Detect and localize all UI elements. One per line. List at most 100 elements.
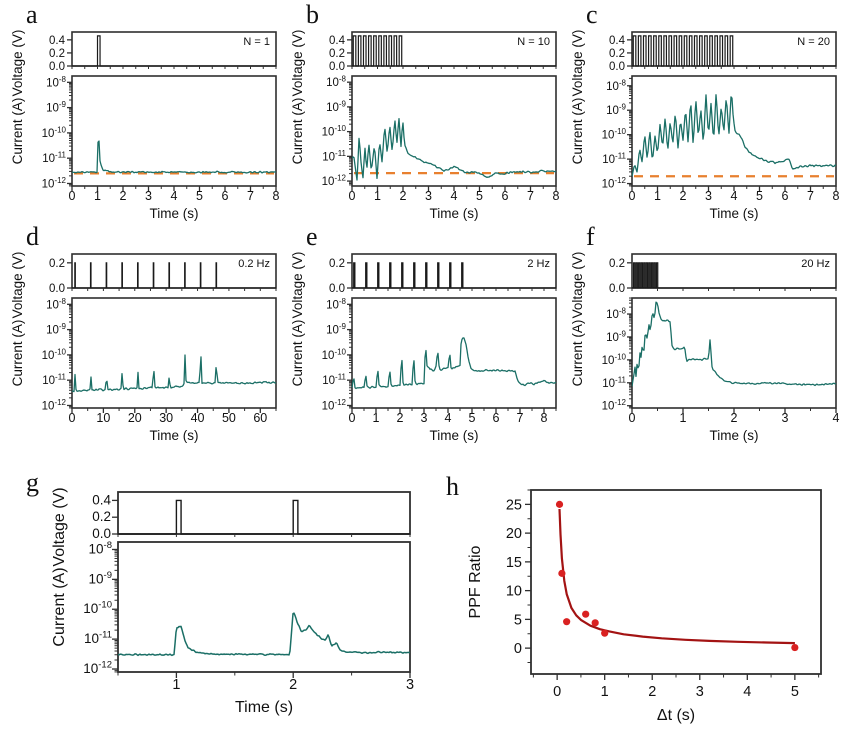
svg-text:10-11: 10-11 bbox=[42, 373, 66, 388]
svg-text:10-8: 10-8 bbox=[46, 75, 66, 90]
panel-c: c 0.0 0.2 0.4 N = 20 10-8 10-9 10-10 10-11 10-12… bbox=[570, 2, 842, 228]
svg-text:Time (s): Time (s) bbox=[235, 699, 293, 716]
svg-text:4: 4 bbox=[743, 684, 751, 700]
svg-text:Voltage (V): Voltage (V) bbox=[570, 30, 585, 97]
svg-text:10-10: 10-10 bbox=[42, 125, 67, 140]
svg-text:Current (A): Current (A) bbox=[290, 320, 305, 387]
panel-h-svg: 0 1 2 3 4 5 0 5 10 15 20 25 Δt (s) PPF Ratio bbox=[467, 489, 822, 724]
svg-text:10: 10 bbox=[96, 411, 110, 425]
svg-text:10-11: 10-11 bbox=[84, 630, 112, 647]
svg-text:10-9: 10-9 bbox=[326, 99, 346, 114]
panel-b-chart: 0.0 0.2 0.4 N = 10 10-8 10-9 10-10 10-11 10-12 0 1… bbox=[290, 6, 562, 233]
panel-b-svg: 0.00.20.4 N = 10 10-8 10-9 10-10 10-11 10-120 1… bbox=[290, 30, 560, 221]
svg-text:Voltage (V): Voltage (V) bbox=[290, 252, 305, 319]
svg-text:8: 8 bbox=[833, 189, 840, 203]
svg-text:4: 4 bbox=[445, 411, 452, 425]
svg-text:2: 2 bbox=[400, 189, 407, 203]
svg-text:7: 7 bbox=[517, 411, 524, 425]
panel-b-letter: b bbox=[306, 0, 319, 29]
svg-text:7: 7 bbox=[527, 189, 534, 203]
svg-text:10-8: 10-8 bbox=[606, 78, 626, 93]
svg-text:0.2: 0.2 bbox=[609, 48, 625, 60]
svg-text:5: 5 bbox=[514, 612, 522, 628]
svg-text:N = 20: N = 20 bbox=[797, 36, 830, 48]
panel-g-svg: 0.0 0.2 0.4 10-8 10-9 10-10 10-11 10-12 1 2 3 Time … bbox=[51, 487, 414, 716]
svg-text:0.0: 0.0 bbox=[329, 283, 345, 295]
svg-text:PPF Ratio: PPF Ratio bbox=[467, 545, 484, 618]
svg-text:3: 3 bbox=[705, 189, 712, 203]
svg-text:Current (A): Current (A) bbox=[570, 320, 585, 387]
panel-f-svg: 0.0 0.2 20 Hz 10-8 10-9 10-10 10-11 10-120 1 2 3 4 T… bbox=[570, 252, 840, 443]
svg-text:0: 0 bbox=[553, 684, 561, 700]
panel-d-chart: 0.0 0.2 0.2 Hz 10-8 10-9 10-10 10-11 10-12 0 10 20… bbox=[10, 228, 282, 455]
svg-text:8: 8 bbox=[273, 189, 280, 203]
svg-text:1: 1 bbox=[680, 411, 687, 425]
svg-text:10-8: 10-8 bbox=[326, 75, 346, 90]
svg-text:4: 4 bbox=[171, 189, 178, 203]
svg-text:5: 5 bbox=[791, 684, 799, 700]
svg-text:10-12: 10-12 bbox=[322, 398, 347, 413]
svg-text:10-11: 10-11 bbox=[602, 152, 626, 167]
svg-text:0: 0 bbox=[349, 411, 356, 425]
svg-text:5: 5 bbox=[469, 411, 476, 425]
svg-text:10-12: 10-12 bbox=[322, 174, 347, 189]
svg-text:4: 4 bbox=[833, 411, 840, 425]
svg-text:0.0: 0.0 bbox=[92, 526, 111, 541]
svg-text:Current (A): Current (A) bbox=[51, 567, 68, 646]
panel-h-chart: 0 1 2 3 4 5 0 5 10 15 20 25 Δt (s) PPF Ratio bbox=[436, 462, 841, 739]
svg-text:6: 6 bbox=[502, 189, 509, 203]
svg-text:0.4: 0.4 bbox=[329, 35, 346, 47]
svg-text:6: 6 bbox=[222, 189, 229, 203]
svg-text:10-10: 10-10 bbox=[602, 352, 627, 367]
svg-text:10-9: 10-9 bbox=[46, 100, 66, 115]
svg-text:10-12: 10-12 bbox=[602, 176, 627, 191]
svg-text:3: 3 bbox=[145, 189, 152, 203]
svg-text:10-10: 10-10 bbox=[322, 124, 347, 139]
svg-text:10-11: 10-11 bbox=[42, 151, 66, 166]
panel-f-letter: f bbox=[586, 222, 595, 251]
svg-text:1: 1 bbox=[94, 189, 101, 203]
svg-text:Time (s): Time (s) bbox=[150, 428, 199, 443]
svg-text:Δt (s): Δt (s) bbox=[657, 707, 695, 724]
panel-h: h 0 1 2 3 4 5 0 5 10 15 20 25 Δt (s) PPF Ratio bbox=[436, 462, 841, 734]
svg-text:0.0: 0.0 bbox=[329, 61, 345, 73]
svg-text:10-8: 10-8 bbox=[606, 307, 626, 322]
svg-text:7: 7 bbox=[807, 189, 814, 203]
svg-text:10-11: 10-11 bbox=[322, 373, 346, 388]
svg-text:60: 60 bbox=[253, 411, 267, 425]
svg-text:2: 2 bbox=[289, 677, 297, 693]
svg-text:0.4: 0.4 bbox=[92, 492, 111, 507]
svg-text:Time (s): Time (s) bbox=[150, 206, 199, 221]
svg-text:Voltage (V): Voltage (V) bbox=[10, 30, 25, 97]
svg-text:Time (s): Time (s) bbox=[430, 206, 479, 221]
svg-text:1: 1 bbox=[373, 411, 380, 425]
svg-text:0.2: 0.2 bbox=[329, 48, 345, 60]
svg-text:0.0: 0.0 bbox=[609, 283, 625, 295]
svg-text:0: 0 bbox=[349, 189, 356, 203]
svg-text:10-10: 10-10 bbox=[83, 600, 112, 617]
svg-text:0.0: 0.0 bbox=[49, 283, 65, 295]
svg-text:Voltage (V): Voltage (V) bbox=[570, 252, 585, 319]
svg-text:2: 2 bbox=[120, 189, 127, 203]
svg-text:10-8: 10-8 bbox=[46, 297, 66, 312]
svg-text:10-9: 10-9 bbox=[606, 103, 626, 118]
panel-g: g 0.0 0.2 0.4 10-8 10-9 10-10 10-11 10-12 1 2 3 Tim… bbox=[18, 462, 438, 734]
svg-text:0: 0 bbox=[629, 189, 636, 203]
panel-a-letter: a bbox=[26, 0, 38, 29]
svg-text:10-10: 10-10 bbox=[322, 347, 347, 362]
svg-text:10: 10 bbox=[506, 584, 522, 600]
svg-text:Current (A): Current (A) bbox=[570, 98, 585, 165]
svg-text:0.0: 0.0 bbox=[49, 61, 65, 73]
svg-text:10-12: 10-12 bbox=[42, 176, 67, 191]
svg-text:Current (A): Current (A) bbox=[290, 98, 305, 165]
svg-text:4: 4 bbox=[451, 189, 458, 203]
svg-text:7: 7 bbox=[247, 189, 254, 203]
svg-text:3: 3 bbox=[421, 411, 428, 425]
svg-text:2: 2 bbox=[731, 411, 738, 425]
svg-text:N = 10: N = 10 bbox=[517, 36, 550, 48]
svg-text:N = 1: N = 1 bbox=[243, 36, 270, 48]
svg-text:Voltage (V): Voltage (V) bbox=[10, 252, 25, 319]
svg-text:10-8: 10-8 bbox=[89, 540, 112, 557]
svg-text:0: 0 bbox=[514, 641, 522, 657]
